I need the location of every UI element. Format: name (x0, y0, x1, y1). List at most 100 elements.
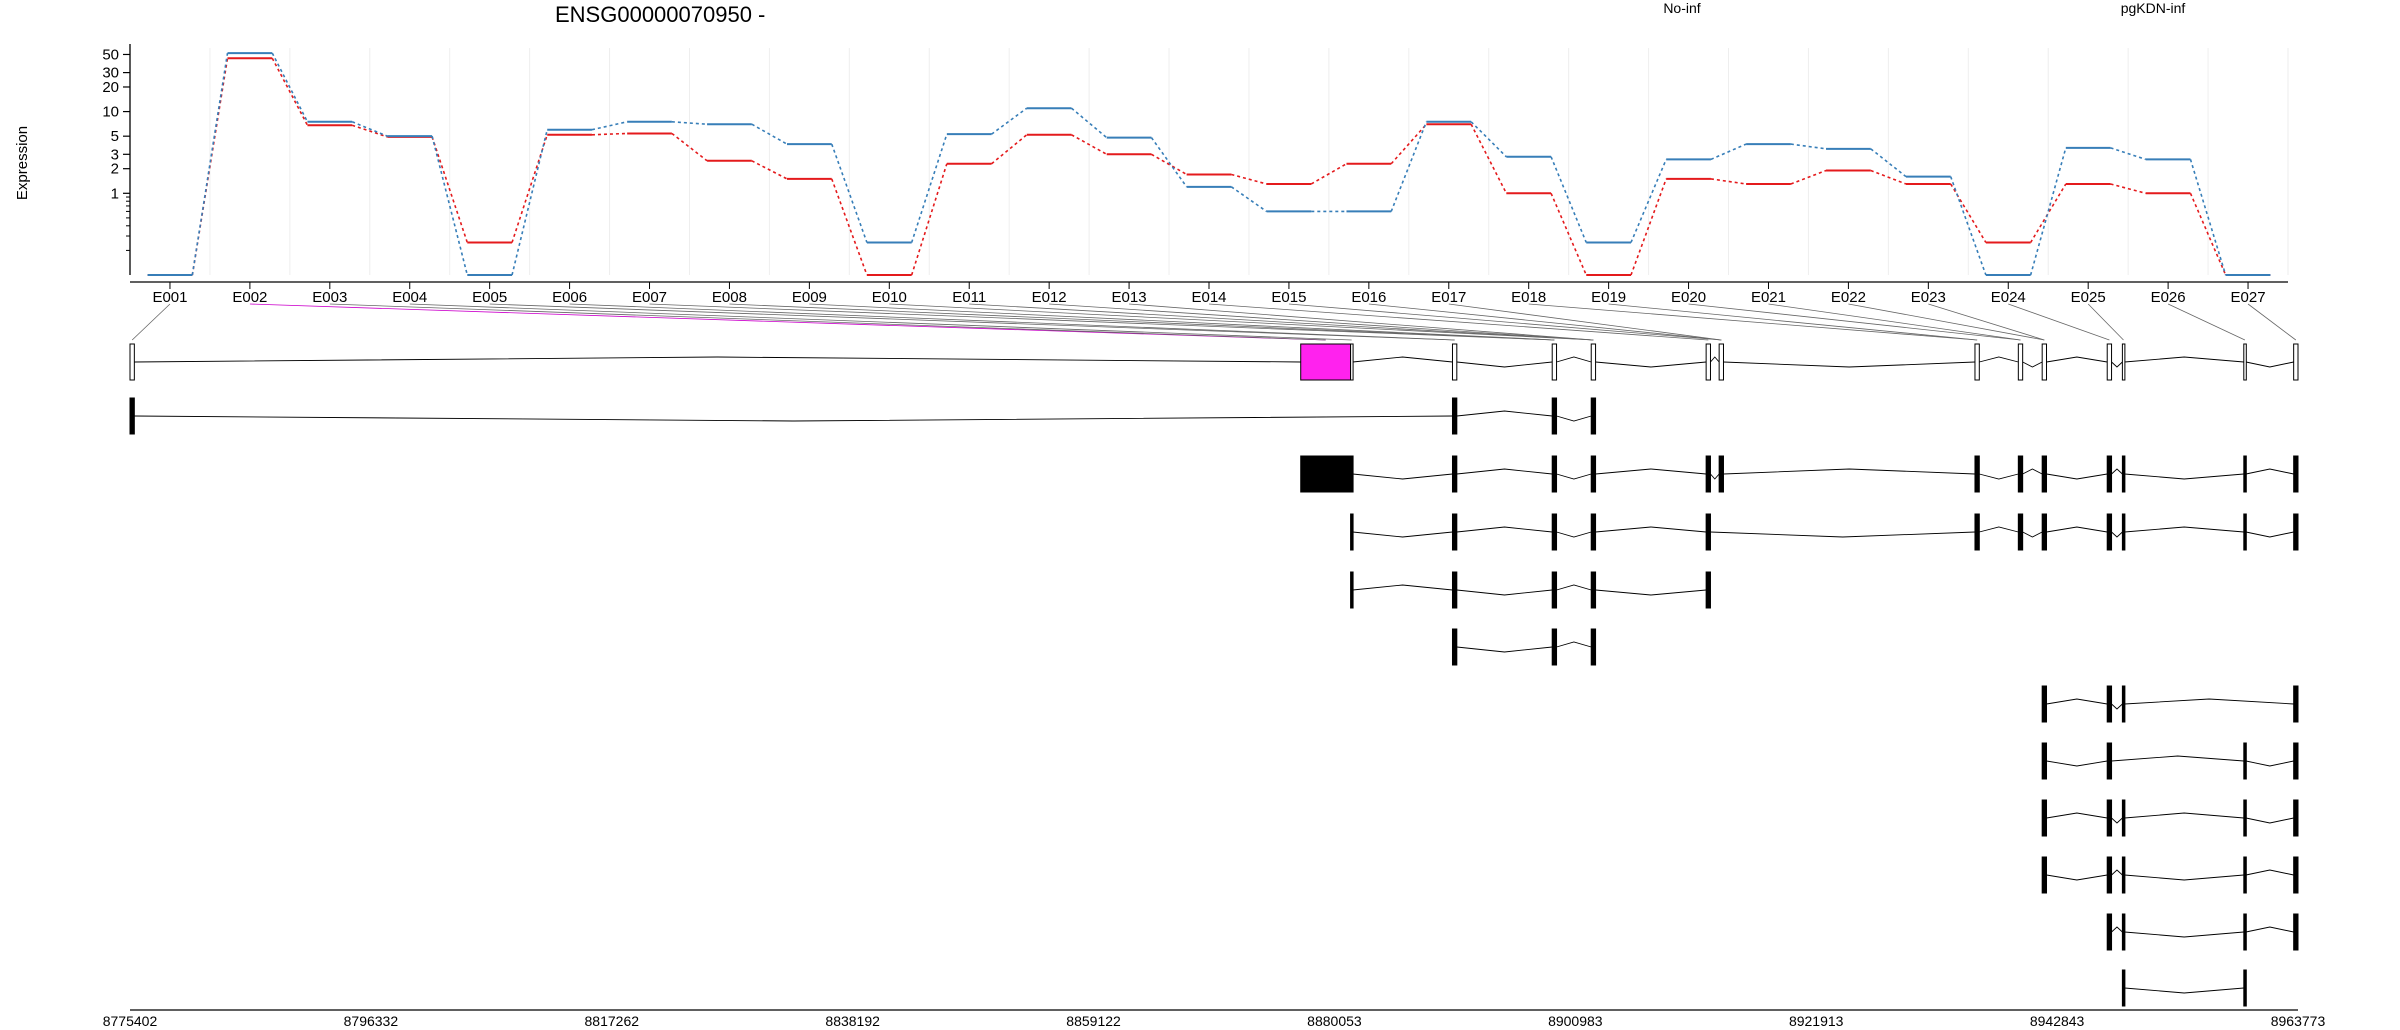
exon-block (2041, 513, 2048, 551)
exon-label: E009 (792, 289, 827, 306)
exon-label: E018 (1511, 289, 1546, 306)
transcript-row (2106, 913, 2299, 951)
exon-block (1974, 513, 1980, 551)
exon-block (1451, 571, 1458, 609)
intron-line (1979, 526, 2019, 533)
exon-block (2293, 913, 2299, 951)
series-1-connector (1230, 186, 1268, 213)
intron-line (2022, 531, 2043, 538)
intron-line (2245, 869, 2294, 876)
series-0-connector (671, 132, 708, 162)
intron-line (1595, 361, 1707, 368)
exon-block (2121, 343, 2126, 381)
intron-line (2111, 755, 2244, 762)
exon-block (2106, 513, 2113, 551)
exon-connector (249, 303, 1326, 341)
y-tick-label: 10 (102, 104, 119, 121)
series-0-connector (2029, 183, 2067, 243)
exon-label: E026 (2151, 289, 2186, 306)
exon-block (2017, 343, 2024, 381)
series-0-connector (1790, 169, 1827, 185)
exon-connector (649, 303, 1555, 341)
series-1-connector (2189, 159, 2227, 276)
exon-block (2121, 856, 2126, 894)
genome-tick-label: 8880053 (1307, 1013, 1362, 1029)
intron-line (2124, 356, 2244, 363)
exon-block (1974, 455, 1980, 493)
exon-block (2293, 742, 2299, 780)
series-0-connector (1390, 123, 1427, 165)
intron-line (1352, 473, 1453, 480)
intron-line (1556, 584, 1592, 591)
exon-block (2106, 913, 2113, 951)
exon-block (2106, 685, 2113, 723)
exon-label: E025 (2071, 289, 2106, 306)
exon-block (2041, 685, 2048, 723)
exon-block (1350, 571, 1354, 609)
intron-line (2245, 926, 2294, 933)
exon-connector (1528, 303, 1978, 341)
transcript-row (2121, 969, 2247, 1007)
intron-line (1979, 356, 2019, 363)
exon-block (1590, 397, 1597, 435)
exon-block (2243, 742, 2247, 780)
intron-line (2046, 526, 2108, 533)
intron-line (2022, 361, 2043, 368)
exon-block (1350, 343, 1354, 381)
exon-block (129, 343, 135, 381)
intron-line (2111, 817, 2123, 824)
exon-label: E003 (312, 289, 347, 306)
y-tick-label: 2 (111, 161, 119, 178)
intron-line (2046, 356, 2108, 363)
genome-tick-label: 8921913 (1789, 1013, 1844, 1029)
transcript-row (2041, 799, 2299, 837)
intron-line (1352, 356, 1453, 363)
intron-line (2124, 874, 2244, 881)
exon-block (1551, 397, 1558, 435)
intron-line (1456, 361, 1553, 368)
exon-block (2293, 513, 2299, 551)
intron-line (134, 356, 1301, 363)
exon-block (1590, 343, 1597, 381)
series-0-connector (1550, 192, 1587, 276)
exon-connector (729, 303, 1555, 341)
exon-block (2243, 856, 2247, 894)
intron-line (1710, 473, 1720, 480)
legend-no-inf: No-inf (1663, 0, 1700, 16)
exon-block (2293, 455, 2299, 493)
intron-line (2046, 812, 2108, 819)
exon-connector (131, 303, 171, 341)
series-1-connector (511, 129, 548, 276)
intron-line (2022, 468, 2043, 475)
exon-block (2243, 343, 2247, 381)
exon-block (2121, 799, 2126, 837)
series-0-connector (1950, 183, 1987, 243)
genome-tick-label: 8838192 (825, 1013, 880, 1029)
exon-block (2293, 343, 2299, 381)
intron-line (1456, 526, 1553, 533)
exon-block (2243, 455, 2247, 493)
intron-line (2111, 361, 2123, 368)
exon-block (2106, 742, 2113, 780)
exon-label: E017 (1431, 289, 1466, 306)
series-1-connector (910, 133, 948, 243)
exon-block (2041, 455, 2048, 493)
exon-connector (1688, 303, 2021, 341)
exon-connector (2087, 303, 2124, 341)
intron-line (2111, 869, 2123, 876)
transcript-row (1350, 513, 2299, 551)
series-0-connector (1151, 153, 1188, 176)
series-1-connector (271, 52, 309, 123)
intron-line (2245, 760, 2294, 767)
genome-tick-label: 8796332 (344, 1013, 399, 1029)
intron-line (2046, 760, 2108, 767)
intron-line (1456, 468, 1553, 475)
transcript-row (1350, 571, 1711, 609)
exon-block (1974, 343, 1980, 381)
intron-line (1556, 356, 1592, 363)
exon-block (2121, 685, 2126, 723)
transcript-models (129, 303, 2299, 1007)
intron-line (2124, 987, 2244, 994)
intron-line (2124, 698, 2294, 705)
